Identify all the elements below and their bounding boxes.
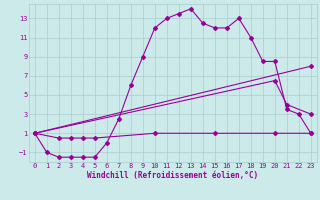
- X-axis label: Windchill (Refroidissement éolien,°C): Windchill (Refroidissement éolien,°C): [87, 171, 258, 180]
